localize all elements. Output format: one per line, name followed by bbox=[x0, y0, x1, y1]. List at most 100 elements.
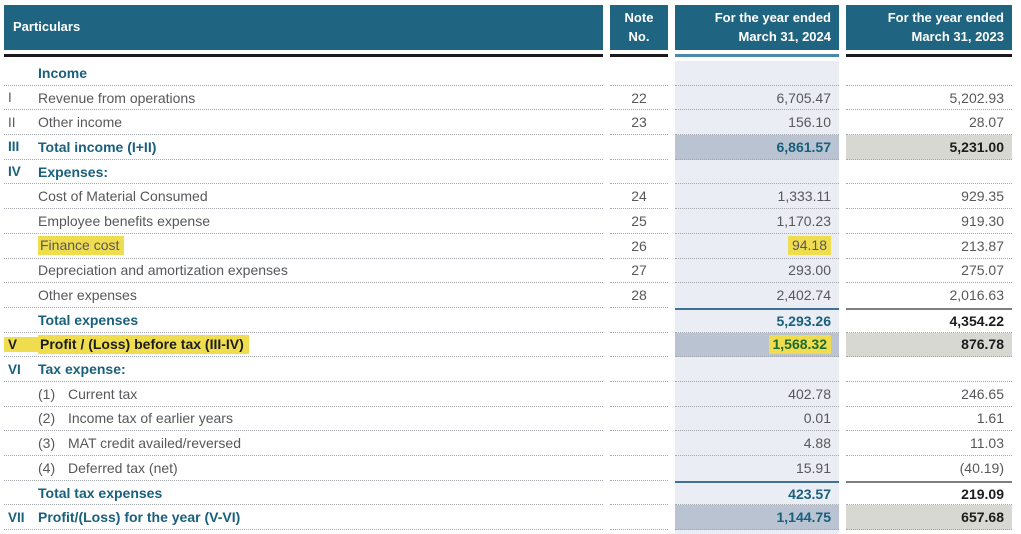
header-2023-line2: March 31, 2023 bbox=[911, 28, 1004, 44]
particulars-cell: IV Expenses: bbox=[4, 160, 603, 185]
row-label: Tax expense: bbox=[38, 361, 126, 378]
table-bottom-spacer bbox=[4, 530, 1012, 534]
value-2024-cell: 6,861.57 bbox=[675, 135, 839, 160]
row-label: Other income bbox=[38, 114, 123, 131]
column-2024-band bbox=[675, 530, 839, 534]
header-2023-line1: For the year ended bbox=[887, 9, 1004, 25]
value-2024-cell: 293.00 bbox=[675, 258, 839, 284]
row-label: Profit/(Loss) for the year (V-VI) bbox=[38, 509, 241, 526]
particulars-cell: V Profit / (Loss) before tax (III-IV) bbox=[4, 333, 603, 358]
note-cell bbox=[610, 505, 668, 531]
note-cell: 28 bbox=[610, 283, 668, 308]
table-row: V Profit / (Loss) before tax (III-IV) 1,56… bbox=[4, 332, 1012, 358]
value-2023-cell: 246.65 bbox=[846, 382, 1012, 407]
value-2023-cell: 876.78 bbox=[846, 332, 1012, 358]
value-2023-cell: 657.68 bbox=[846, 505, 1012, 531]
value-2024-cell: 4.88 bbox=[675, 431, 839, 456]
row-sub-numeral: (3) bbox=[38, 435, 56, 452]
value-2023: 5,202.93 bbox=[949, 89, 1005, 106]
particulars-cell: Finance cost bbox=[4, 234, 603, 259]
value-2024-cell: 1,144.75 bbox=[675, 505, 839, 531]
value-2023: 4,354.22 bbox=[949, 312, 1005, 329]
note-cell bbox=[610, 456, 668, 481]
table-row: Total tax expenses 423.57 219.09 bbox=[4, 480, 1012, 506]
row-label: Expenses: bbox=[38, 163, 109, 180]
particulars-cell: Cost of Material Consumed bbox=[4, 184, 603, 210]
note-cell bbox=[610, 382, 668, 407]
value-2024-cell: 94.18 bbox=[675, 233, 839, 259]
value-2023-cell: 5,202.93 bbox=[846, 86, 1012, 111]
table-row: (1) Current tax 402.78 246.65 bbox=[4, 381, 1012, 407]
value-2024: 1,568.32 bbox=[768, 334, 831, 354]
value-2023: 219.09 bbox=[961, 485, 1004, 502]
note-cell: 23 bbox=[610, 110, 668, 136]
header-2024-line1: For the year ended bbox=[714, 9, 831, 25]
note-cell: 22 bbox=[610, 86, 668, 111]
value-2023-cell: 213.87 bbox=[846, 234, 1012, 259]
particulars-cell: Employee benefits expense bbox=[4, 209, 603, 234]
value-2023-cell: 929.35 bbox=[846, 184, 1012, 210]
note-cell: 26 bbox=[610, 234, 668, 259]
row-sub-numeral: (4) bbox=[38, 459, 56, 476]
row-label: Profit / (Loss) before tax (III-IV) bbox=[38, 334, 249, 354]
row-numeral: I bbox=[8, 90, 12, 106]
table-row: (3) MAT credit availed/reversed 4.88 11.03 bbox=[4, 431, 1012, 456]
value-2024: 156.10 bbox=[788, 114, 831, 131]
particulars-cell: VII Profit/(Loss) for the year (V-VI) bbox=[4, 505, 603, 531]
row-sub-numeral: (1) bbox=[38, 385, 56, 402]
table-row: Cost of Material Consumed 24 1,333.11 929.3… bbox=[4, 184, 1012, 210]
note-cell bbox=[610, 481, 668, 506]
header-year-2024: For the year ended March 31, 2024 bbox=[675, 5, 839, 57]
particulars-cell: Total tax expenses bbox=[4, 481, 603, 506]
note-cell bbox=[610, 308, 668, 333]
row-label: Finance cost bbox=[38, 236, 125, 256]
table-row: Employee benefits expense 25 1,170.23 919.3… bbox=[4, 209, 1012, 234]
row-label: Other expenses bbox=[38, 287, 137, 304]
table-row: VI Tax expense: bbox=[4, 357, 1012, 382]
value-2023: 5,231.00 bbox=[949, 138, 1005, 155]
value-2024-cell bbox=[675, 61, 839, 86]
note-cell bbox=[610, 135, 668, 160]
value-2024: 1,144.75 bbox=[776, 509, 832, 526]
value-2024: 402.78 bbox=[788, 385, 831, 402]
table-row: (2) Income tax of earlier years 0.01 1.61 bbox=[4, 406, 1012, 432]
value-2023-cell: 4,354.22 bbox=[846, 307, 1012, 333]
value-2024-cell: 423.57 bbox=[675, 480, 839, 506]
row-label: MAT credit availed/reversed bbox=[68, 435, 241, 452]
table-row: Income bbox=[4, 61, 1012, 86]
note-cell bbox=[610, 61, 668, 86]
row-sub-numeral: (2) bbox=[38, 410, 56, 427]
row-label: Cost of Material Consumed bbox=[38, 188, 208, 205]
row-label: Total tax expenses bbox=[38, 484, 163, 501]
particulars-cell: (2) Income tax of earlier years bbox=[4, 407, 603, 432]
particulars-cell: II Other income bbox=[4, 110, 603, 136]
value-2023: 275.07 bbox=[961, 262, 1004, 279]
table-row: VII Profit/(Loss) for the year (V-VI) 1,14… bbox=[4, 505, 1012, 531]
value-2023-cell: 1.61 bbox=[846, 407, 1012, 432]
note-cell bbox=[610, 431, 668, 456]
header-particulars: Particulars bbox=[4, 5, 603, 57]
row-numeral: VII bbox=[8, 509, 25, 525]
particulars-cell: III Total income (I+II) bbox=[4, 135, 603, 160]
value-2024: 1,333.11 bbox=[777, 188, 831, 205]
value-2023: 11.03 bbox=[970, 435, 1004, 452]
value-2024: 1,170.23 bbox=[776, 212, 832, 229]
row-label: Income bbox=[38, 64, 88, 81]
value-2024-cell: 402.78 bbox=[675, 381, 839, 407]
value-2024-cell: 1,333.11 bbox=[675, 184, 839, 210]
value-2024-cell bbox=[675, 159, 839, 185]
note-cell: 25 bbox=[610, 209, 668, 234]
row-label: Revenue from operations bbox=[38, 89, 196, 106]
value-2023: 2,016.63 bbox=[949, 287, 1005, 304]
value-2023-cell: 2,016.63 bbox=[846, 283, 1012, 308]
value-2023-cell bbox=[846, 357, 1012, 382]
value-2024-cell: 0.01 bbox=[675, 406, 839, 432]
value-2024-cell: 1,170.23 bbox=[675, 209, 839, 234]
value-2024-cell: 1,568.32 bbox=[675, 332, 839, 358]
header-note-line2: No. bbox=[628, 28, 650, 44]
header-note-no: Note No. bbox=[610, 5, 668, 57]
value-2024: 423.57 bbox=[788, 485, 831, 502]
particulars-cell: (3) MAT credit availed/reversed bbox=[4, 431, 603, 456]
row-label: Deferred tax (net) bbox=[68, 459, 178, 476]
